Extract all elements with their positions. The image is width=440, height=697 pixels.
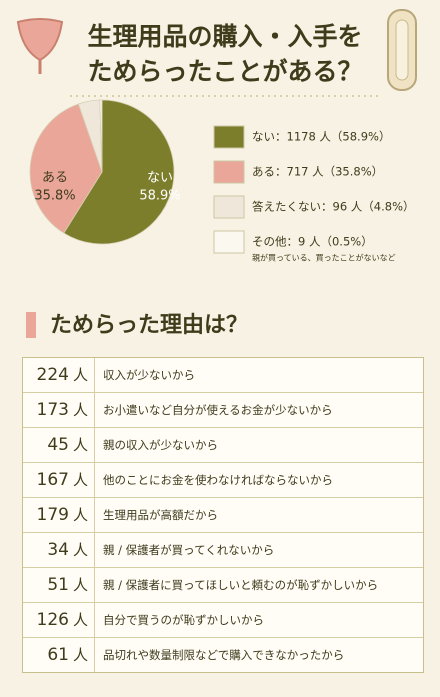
count-cell: 179 人 [23,498,95,532]
table-row: 173 人お小遣いなど自分が使えるお金が少ないから [23,392,423,427]
count-cell: 167 人 [23,463,95,497]
count-unit: 人 [72,471,88,489]
count: 173 [36,400,69,420]
title-line: ためらったことがある？ [87,57,362,86]
table-row: 167 人他のことにお金を使わなければならないから [23,462,423,497]
count: 51 [47,575,69,595]
table-row: 51 人親 / 保護者に買ってほしいと頼むのが恥ずかしいから [23,567,423,602]
legend-label: ない：1178 人（58.9%） [252,130,390,144]
section-marker [26,312,36,338]
pie-slice [29,103,103,234]
table-row: 45 人親の収入が少ないから [23,427,423,462]
reason: お小遣いなど自分が使えるお金が少ないから [103,403,333,417]
count: 167 [36,470,69,490]
count-unit: 人 [72,401,88,419]
count-unit: 人 [72,611,88,629]
title-line: 生理用品の購入・入手を [87,22,362,51]
count: 224 [36,365,69,385]
count-cell: 126 人 [23,603,95,637]
reason-table: 224 人収入が少ないから 173 人お小遣いなど自分が使えるお金が少ないから 45 人親… [22,357,424,673]
legend-swatch [213,195,245,219]
chart: 生理用品の購入・入手を ためらったことがある？ ない 58.9% ある 35.8% な… [16,9,417,338]
reason: 親 / 保護者に買ってほしいと頼むのが恥ずかしいから [103,578,379,592]
count-cell: 61 人 [23,638,95,672]
count: 34 [47,540,69,560]
count-unit: 人 [72,576,88,594]
table-row: 179 人生理用品が高額だから [23,497,423,532]
reason: 収入が少ないから [103,368,195,382]
pad-icon [387,9,417,91]
count-cell: 224 人 [23,358,95,392]
legend-swatch [213,125,245,149]
pie-slice [99,99,103,173]
legend-note: 親が買っている、買ったことがないなど [252,253,396,263]
count: 61 [47,645,69,665]
legend-swatch [213,160,245,184]
count-cell: 34 人 [23,533,95,567]
count: 126 [36,610,69,630]
legend: ない：1178 人（58.9%） ある：717 人（35.8%） 答えたくない：96… [213,125,415,263]
slice-value: 35.8% [34,189,75,204]
reason: 他のことにお金を使わなければならないから [103,473,333,487]
slice-label: ない [147,171,173,186]
count-cell: 173 人 [23,393,95,427]
count: 45 [47,435,69,455]
reason: 品切れや数量制限などで購入できなかったから [103,648,345,662]
count-cell: 51 人 [23,568,95,602]
table-row: 61 人品切れや数量制限などで購入できなかったから [23,637,423,672]
reason: 自分で買うのが恥ずかしいから [103,613,264,627]
table-row: 126 人自分で買うのが恥ずかしいから [23,602,423,637]
cup-icon [16,18,64,74]
pie-slice [63,99,175,245]
legend-label: ある：717 人（35.8%） [252,165,383,179]
count-unit: 人 [72,366,88,384]
legend-swatch [213,230,245,254]
slice-value: 58.9% [139,189,180,204]
legend-label: 答えたくない：96 人（4.8%） [252,200,415,214]
reason: 親 / 保護者が買ってくれないから [103,543,275,557]
count-unit: 人 [72,506,88,524]
count: 179 [36,505,69,525]
slice-label: ある [42,171,68,186]
count-unit: 人 [72,541,88,559]
reason: 生理用品が高額だから [103,508,218,522]
pie: ない 58.9% ある 35.8% [29,99,181,245]
reason: 親の収入が少ないから [103,438,218,452]
count-unit: 人 [72,646,88,664]
count-cell: 45 人 [23,428,95,462]
count-unit: 人 [72,436,88,454]
legend-label: その他：9 人（0.5%） [252,235,373,249]
table-row: 224 人収入が少ないから [23,358,423,392]
section-title: ためらった理由は？ [50,313,248,338]
table-row: 34 人親 / 保護者が買ってくれないから [23,532,423,567]
